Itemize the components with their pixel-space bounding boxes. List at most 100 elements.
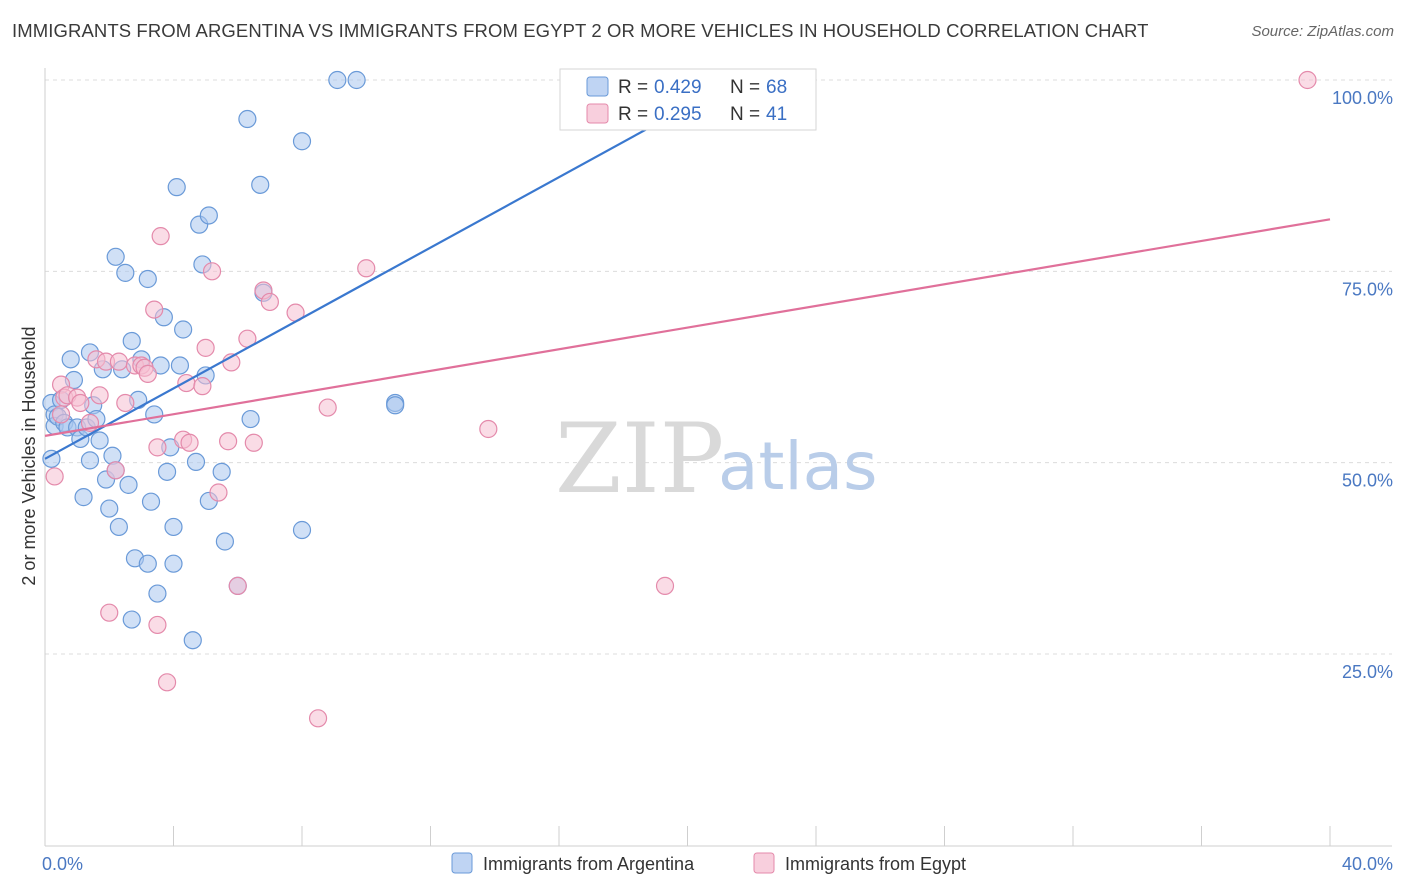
data-point-argentina [106,247,125,266]
data-point-egypt [45,467,64,486]
watermark: ZIP atlas [555,403,878,515]
legend-n-label-argentina: N = [730,77,760,98]
data-point-egypt [244,433,263,452]
legend-n-label-egypt: N = [730,104,760,125]
data-point-egypt [180,433,199,452]
x-tick-label: 0.0% [42,854,83,874]
data-point-argentina [238,109,257,129]
data-point-argentina [157,462,177,481]
data-point-argentina [215,532,234,551]
data-point-egypt [479,419,498,439]
bottom-legend-label-argentina: Immigrants from Argentina [483,854,695,874]
data-point-argentina [80,451,100,470]
axes-layer: 25.0% 50.0% 75.0% 100.0% 0.0% 40.0% [42,68,1393,874]
data-point-egypt [138,364,157,383]
data-point-egypt [655,576,675,595]
data-point-argentina [347,70,366,90]
data-point-egypt [148,615,167,635]
data-point-egypt [318,398,337,417]
data-point-argentina [100,499,119,518]
data-point-argentina [174,320,193,339]
legend-r-label-egypt: R = [618,104,648,125]
data-point-egypt [100,603,119,622]
data-point-argentina [292,520,312,540]
data-point-argentina [186,452,206,472]
data-point-argentina [116,263,135,282]
x-tick-label: 40.0% [1342,854,1393,874]
legend-r-value-egypt: 0.295 [654,104,702,125]
data-point-egypt [90,386,109,405]
data-point-argentina [199,206,218,225]
data-point-argentina [292,132,312,151]
y-tick-label: 25.0% [1342,662,1393,682]
data-point-egypt [219,432,238,451]
legend-r-value-argentina: 0.429 [654,77,702,98]
data-point-argentina [148,584,167,603]
data-point-argentina [241,409,260,429]
bottom-legend-swatch-argentina [451,852,473,874]
data-point-egypt [116,393,135,413]
legend-r-label-argentina: R = [618,77,648,98]
data-point-argentina [42,449,61,468]
data-point-argentina [141,492,161,511]
y-tick-label: 50.0% [1342,471,1393,491]
data-point-egypt [202,262,222,281]
data-point-argentina [90,431,109,450]
data-point-egypt [1298,70,1317,90]
data-point-argentina [109,517,128,537]
y-tick-label: 100.0% [1332,88,1393,108]
legend-n-value-argentina: 68 [766,77,787,98]
data-point-argentina [74,488,93,507]
trend-layer [44,105,1331,460]
watermark-zip: ZIP [555,403,724,515]
data-point-argentina [167,178,186,197]
legend-n-value-egypt: 41 [766,104,787,125]
data-point-argentina [251,175,270,194]
data-point-argentina [122,610,141,629]
data-point-egypt [193,377,212,396]
data-point-argentina [183,631,202,650]
data-point-egypt [196,338,215,357]
data-point-egypt [209,483,228,502]
data-point-argentina [119,475,138,494]
data-point-egypt [157,673,177,692]
data-point-egypt [228,576,247,595]
legend: R = 0.429 N = 68 R = 0.295 N = 41 [559,68,817,131]
legend-swatch-egypt [586,103,609,124]
chart-title: IMMIGRANTS FROM ARGENTINA VS IMMIGRANTS … [12,20,1149,41]
data-point-argentina [122,331,141,351]
data-point-argentina [212,462,231,481]
data-point-argentina [170,356,190,375]
data-point-egypt [357,259,376,278]
data-point-argentina [164,517,183,537]
data-point-argentina [386,396,405,415]
data-point-egypt [71,393,90,413]
data-point-egypt [145,300,164,319]
chart-source: Source: ZipAtlas.com [1251,23,1394,40]
trend-line-egypt [44,218,1331,437]
data-point-egypt [151,227,170,246]
data-point-argentina [138,269,157,289]
y-tick-label: 75.0% [1342,279,1393,299]
grid-layer [45,79,1392,655]
data-point-egypt [148,438,167,457]
data-point-argentina [61,350,80,369]
data-point-egypt [308,709,328,728]
data-point-argentina [164,554,183,573]
data-point-egypt [109,352,128,371]
trend-line-argentina [44,105,689,460]
bottom-legend-label-egypt: Immigrants from Egypt [785,854,966,874]
data-point-argentina [328,70,347,90]
points-layer [42,70,1317,728]
watermark-atlas: atlas [718,428,878,505]
bottom-legend: Immigrants from Argentina Immigrants fro… [451,852,966,874]
bottom-legend-swatch-egypt [753,852,775,874]
data-point-egypt [51,405,71,424]
y-axis-title: 2 or more Vehicles in Household [19,326,39,585]
data-point-egypt [106,461,125,480]
data-point-argentina [145,405,164,424]
data-point-argentina [138,554,157,573]
legend-swatch-argentina [586,76,609,97]
data-point-egypt [260,292,279,312]
